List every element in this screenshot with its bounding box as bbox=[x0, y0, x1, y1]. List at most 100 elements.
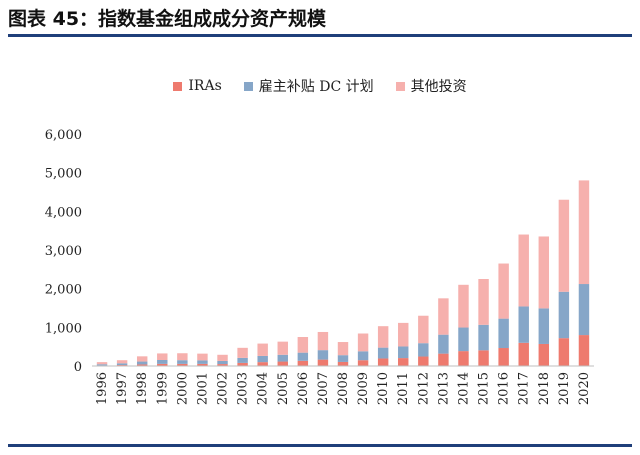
bar-segment-dc bbox=[237, 357, 248, 363]
bar-segment-other bbox=[498, 263, 509, 319]
bar-segment-other bbox=[578, 180, 590, 285]
bar-segment-ira bbox=[337, 361, 349, 366]
bar-segment-ira bbox=[357, 360, 369, 366]
x-tick-label: 2006 bbox=[296, 372, 311, 405]
bar-segment-other bbox=[217, 354, 228, 361]
bar-segment-dc bbox=[96, 364, 108, 366]
bar-segment-other bbox=[197, 353, 208, 361]
x-tick-label: 2003 bbox=[236, 372, 251, 405]
bar-segment-other bbox=[317, 331, 329, 351]
bar-segment-dc bbox=[157, 360, 168, 364]
bar-segment-ira bbox=[136, 364, 148, 366]
bar-segment-ira bbox=[217, 364, 228, 366]
bar-segment-ira bbox=[498, 348, 509, 366]
y-tick-label: 3,000 bbox=[45, 244, 82, 259]
chart-legend: IRAs 雇主补贴 DC 计划 其他投资 bbox=[0, 76, 640, 96]
bar-segment-dc bbox=[116, 363, 128, 366]
bar-segment-other bbox=[116, 360, 128, 364]
bar-segment-dc bbox=[377, 347, 389, 359]
bar-segment-ira bbox=[237, 362, 248, 366]
bar-segment-other bbox=[136, 356, 148, 362]
bar-segment-other bbox=[458, 284, 469, 328]
x-tick-label: 2017 bbox=[517, 372, 532, 405]
bar-segment-other bbox=[237, 347, 248, 358]
y-tick-label: 2,000 bbox=[45, 283, 82, 298]
bar-segment-ira bbox=[558, 338, 570, 366]
x-tick-label: 1998 bbox=[135, 372, 150, 405]
bar-segment-ira bbox=[418, 356, 429, 366]
footer-rule bbox=[8, 444, 632, 447]
x-tick-label: 2015 bbox=[477, 372, 492, 405]
x-tick-label: 2004 bbox=[256, 372, 271, 405]
bar-segment-dc bbox=[257, 355, 268, 363]
x-tick-label: 2009 bbox=[356, 372, 371, 405]
bar-segment-dc bbox=[558, 291, 570, 339]
bar-segment-dc bbox=[458, 327, 469, 352]
bar-segment-dc bbox=[277, 354, 288, 362]
bar-segment-other bbox=[177, 353, 188, 361]
bar-segment-other bbox=[478, 279, 489, 325]
legend-swatch-other bbox=[395, 81, 405, 91]
bar-segment-dc bbox=[357, 351, 369, 361]
x-tick-label: 2008 bbox=[336, 372, 351, 405]
y-tick-label: 0 bbox=[74, 360, 82, 375]
x-tick-label: 2014 bbox=[456, 372, 471, 405]
bar-segment-other bbox=[538, 236, 550, 309]
bar-segment-other bbox=[277, 341, 288, 355]
y-tick-label: 6,000 bbox=[45, 128, 82, 143]
bar-segment-ira bbox=[157, 363, 168, 366]
x-tick-label: 2010 bbox=[376, 372, 391, 405]
x-tick-label: 2016 bbox=[497, 372, 512, 405]
x-tick-label: 1997 bbox=[115, 372, 130, 405]
bar-segment-ira bbox=[478, 350, 489, 366]
bar-segment-dc bbox=[418, 343, 429, 357]
legend-label-other: 其他投资 bbox=[410, 79, 467, 95]
x-tick-label: 1999 bbox=[155, 372, 170, 405]
bar-segment-dc bbox=[136, 361, 148, 365]
bar-segment-other bbox=[157, 353, 168, 361]
page-title: 图表 45：指数基金组成成分资产规模 bbox=[8, 8, 327, 30]
bar-segment-ira bbox=[297, 360, 309, 366]
bar-segment-ira bbox=[377, 358, 389, 366]
x-tick-label: 2013 bbox=[436, 372, 451, 405]
bar-segment-other bbox=[357, 333, 369, 352]
x-tick-label: 2012 bbox=[416, 372, 431, 405]
x-tick-label: 2007 bbox=[316, 372, 331, 405]
x-tick-label: 2005 bbox=[276, 372, 291, 405]
bar-segment-dc bbox=[518, 306, 529, 343]
x-tick-label: 2011 bbox=[396, 372, 411, 405]
bar-segment-ira bbox=[438, 353, 449, 366]
bar-segment-ira bbox=[177, 363, 188, 366]
legend-label-ira: IRAs bbox=[188, 78, 222, 94]
y-tick-label: 5,000 bbox=[45, 167, 82, 182]
bar-segment-other bbox=[297, 337, 309, 353]
bar-segment-other bbox=[337, 342, 349, 356]
bar-segment-dc bbox=[177, 360, 188, 364]
x-tick-label: 2020 bbox=[577, 372, 592, 405]
bar-segment-dc bbox=[297, 352, 309, 361]
bar-segment-ira bbox=[398, 358, 409, 366]
bar-segment-dc bbox=[538, 308, 550, 344]
legend-swatch-ira bbox=[173, 81, 183, 91]
bar-segment-other bbox=[257, 343, 268, 356]
x-tick-label: 2019 bbox=[557, 372, 572, 405]
legend-item-dc: 雇主补贴 DC 计划 bbox=[243, 76, 374, 96]
bar-segment-ira bbox=[277, 361, 288, 366]
x-tick-label: 1996 bbox=[95, 372, 110, 405]
bar-segment-dc bbox=[578, 284, 590, 336]
bar-segment-ira bbox=[538, 343, 550, 366]
bar-segment-ira bbox=[317, 359, 329, 366]
bar-segment-other bbox=[398, 322, 409, 347]
bar-segment-ira bbox=[257, 362, 268, 366]
y-tick-label: 4,000 bbox=[45, 205, 82, 220]
bar-segment-other bbox=[418, 315, 429, 344]
bar-segment-other bbox=[377, 326, 389, 348]
bar-segment-dc bbox=[498, 318, 509, 349]
bar-segment-dc bbox=[337, 355, 349, 362]
legend-swatch-dc bbox=[243, 81, 253, 91]
bar-segment-ira bbox=[458, 351, 469, 366]
bar-segment-other bbox=[518, 234, 529, 307]
legend-label-dc: 雇主补贴 DC 计划 bbox=[258, 79, 374, 95]
bar-segment-dc bbox=[438, 334, 449, 354]
